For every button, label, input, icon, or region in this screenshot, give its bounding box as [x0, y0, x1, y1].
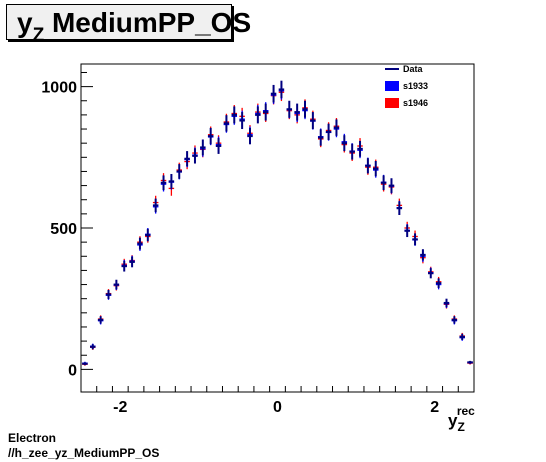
- legend-entry: Data: [385, 64, 424, 74]
- legend-label: Data: [403, 64, 424, 74]
- data-point-data: [207, 127, 214, 145]
- data-point-data: [192, 148, 198, 164]
- data-point-data: [247, 127, 253, 145]
- data-point-data: [380, 175, 387, 191]
- data-point-data: [443, 298, 450, 308]
- data-point-data: [168, 173, 175, 189]
- legend-entry: s1933: [385, 81, 428, 91]
- data-point-data: [396, 201, 403, 215]
- data-point-data: [412, 233, 418, 246]
- data-point-data: [152, 198, 159, 213]
- data-point-data: [200, 139, 206, 156]
- data-point-data: [365, 158, 371, 174]
- data-point-data: [388, 178, 395, 193]
- data-point-data: [333, 119, 340, 136]
- legend-swatch: [385, 81, 399, 91]
- data-point-data: [286, 100, 293, 118]
- chart-title-subscript: Z: [32, 25, 45, 46]
- data-point-data: [137, 237, 143, 250]
- legend-label: s1933: [403, 81, 428, 91]
- data-point-data: [270, 84, 277, 103]
- data-point-data: [467, 360, 473, 364]
- data-point-data: [428, 268, 434, 279]
- data-point-data: [372, 160, 379, 177]
- data-point-data: [223, 115, 230, 132]
- footer-path: //h_zee_yz_MediumPP_OS: [8, 446, 160, 460]
- footer-label: Electron: [8, 431, 57, 445]
- chart-title: yZ MediumPP_OS: [17, 7, 252, 46]
- data-point-data: [90, 344, 96, 350]
- legend-swatch: [385, 98, 399, 108]
- data-point-data: [121, 260, 127, 272]
- x-tick-label: 2: [430, 399, 439, 416]
- x-axis-label: yZrec: [448, 404, 475, 434]
- x-axis-label-main: y: [448, 411, 458, 430]
- data-point-data: [404, 224, 410, 238]
- axes: -2 0 2 0 500 1000: [41, 71, 475, 416]
- data-point-data: [451, 316, 458, 324]
- data-point-data: [435, 278, 442, 288]
- legend-label: s1946: [403, 98, 428, 108]
- legend: Data s1933 s1946: [385, 64, 428, 108]
- title-box: yZ MediumPP_OS: [6, 4, 251, 46]
- data-point-data: [349, 143, 355, 160]
- data-point-data: [239, 112, 245, 130]
- x-axis-label-superscript: rec: [457, 404, 475, 418]
- data-point-data: [145, 228, 151, 242]
- data-point-data: [317, 129, 324, 146]
- x-tick-label: -2: [113, 399, 127, 416]
- data-point-data: [215, 138, 222, 154]
- data-point-data: [231, 106, 238, 124]
- data-point-data: [113, 279, 120, 290]
- data-point-data: [302, 100, 308, 118]
- data-point-data: [357, 140, 363, 157]
- y-tick-label: 500: [50, 221, 77, 238]
- data-point-data: [82, 362, 88, 366]
- legend-entry: s1946: [385, 98, 428, 108]
- y-tick-label: 1000: [41, 80, 77, 97]
- data-marks: [82, 80, 473, 366]
- y-tick-label: 0: [68, 362, 77, 379]
- data-point-data: [97, 316, 104, 324]
- data-point-data: [459, 333, 465, 340]
- data-point-data: [420, 249, 426, 261]
- data-point-data: [105, 289, 112, 299]
- x-axis-label-subscript: Z: [457, 420, 464, 434]
- data-point-data: [255, 106, 261, 124]
- data-point-data: [184, 151, 190, 167]
- data-point-data: [160, 175, 167, 191]
- x-tick-label: 0: [273, 399, 282, 416]
- data-point-data: [325, 123, 332, 141]
- data-point-data: [262, 103, 269, 121]
- data-point-data: [310, 112, 316, 130]
- data-point-data: [176, 164, 183, 179]
- data-point-data: [341, 135, 348, 152]
- data-point-data: [129, 256, 135, 268]
- data-point-data: [278, 80, 285, 99]
- data-point-data: [294, 103, 300, 121]
- plot-frame: [80, 63, 475, 393]
